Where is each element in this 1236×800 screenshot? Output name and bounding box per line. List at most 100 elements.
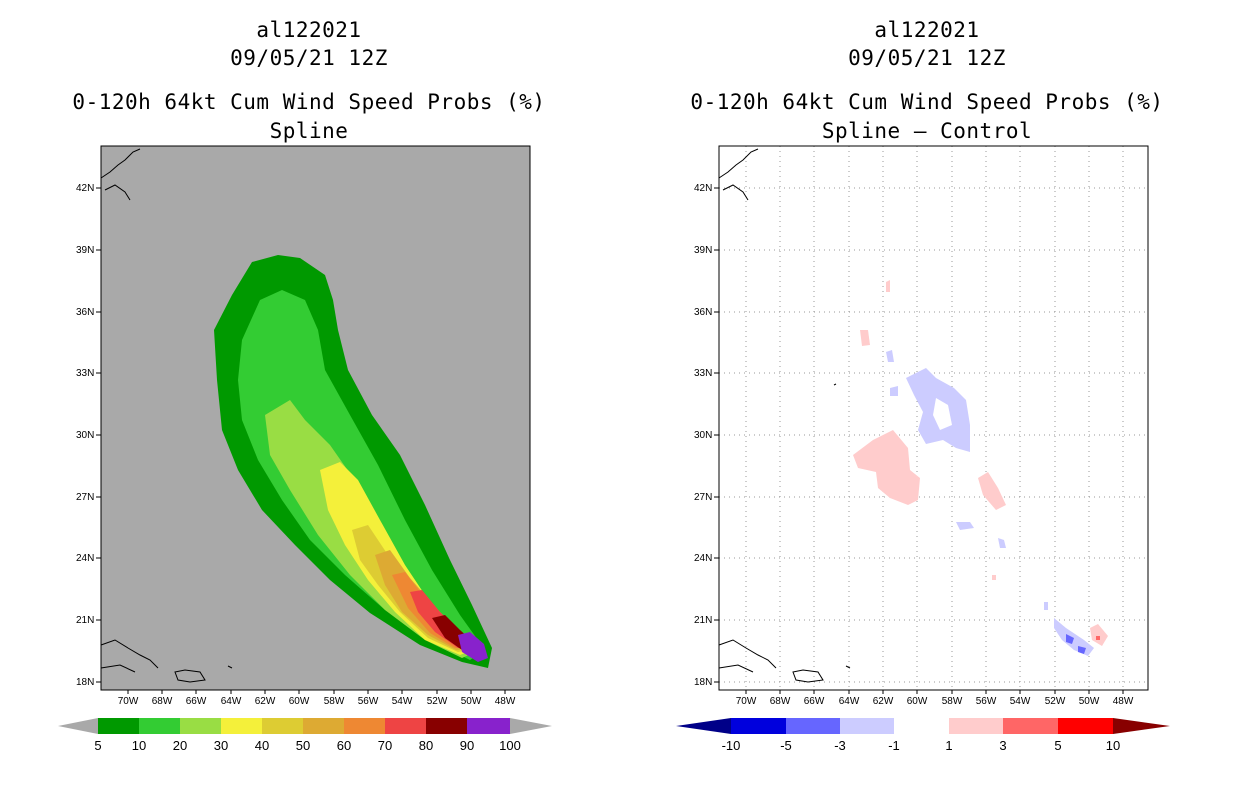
right-map-svg: 18N 21N 24N 27N 30N 33N 36N 39N 42N 70W … [676, 145, 1170, 753]
map-frame [718, 145, 1149, 691]
patch-negative-strong [1078, 646, 1086, 654]
colorbar-label: 30 [214, 738, 228, 753]
colorbar-left: 5 10 20 30 40 50 60 70 80 90 100 [58, 718, 552, 753]
patch-negative [886, 350, 894, 362]
contour-90 [458, 632, 488, 662]
contour-10 [238, 290, 485, 660]
patch-positive [992, 575, 996, 580]
colorbar-swatch [139, 718, 180, 734]
lat-label: 27N [694, 492, 712, 503]
colorbar-swatch [344, 718, 385, 734]
lon-label: 52W [1045, 696, 1066, 707]
lat-label: 42N [694, 183, 712, 194]
colorbar-swatch [180, 718, 221, 734]
lat-label: 30N [76, 430, 94, 441]
lon-label: 64W [839, 696, 860, 707]
lat-label: 21N [694, 615, 712, 626]
lat-ticks [714, 187, 719, 683]
lat-label: 30N [694, 430, 712, 441]
contour-30 [320, 462, 478, 655]
patch-negative [1044, 602, 1048, 610]
product-title: 0-120h 64kt Cum Wind Speed Probs (%) [690, 90, 1164, 114]
lat-label: 21N [76, 615, 94, 626]
lat-label: 18N [694, 677, 712, 688]
colorbar-swatch [385, 718, 426, 734]
lon-label: 54W [392, 696, 413, 707]
colorbar-label: 1 [945, 738, 952, 753]
colorbar-swatch [467, 718, 510, 734]
lon-label: 58W [942, 696, 963, 707]
lon-label: 60W [907, 696, 928, 707]
colorbar-arrow-low [676, 718, 731, 734]
lon-ticks [745, 690, 1124, 694]
lat-labels: 18N 21N 24N 27N 30N 33N 36N 39N 42N [694, 183, 712, 688]
right-panel: al122021 09/05/21 12Z 0-120h 64kt Cum Wi… [618, 0, 1236, 800]
lon-label: 66W [804, 696, 825, 707]
left-map-svg: 18N 21N 24N 27N 30N 33N 36N 39N 42N 70W … [58, 145, 552, 753]
colorbar-swatch [949, 718, 1003, 734]
lat-label: 18N [76, 677, 94, 688]
left-panel: al122021 09/05/21 12Z 0-120h 64kt Cum Wi… [58, 18, 552, 753]
lat-label: 33N [694, 368, 712, 379]
probability-swath [214, 255, 492, 668]
colorbar-swatch [303, 718, 344, 734]
lon-label: 66W [186, 696, 207, 707]
lat-label: 42N [76, 183, 94, 194]
colorbar-swatch [1058, 718, 1113, 734]
lon-ticks [127, 690, 506, 694]
colorbar-label: 70 [378, 738, 392, 753]
lat-ticks [96, 187, 101, 683]
colorbar-swatch [221, 718, 262, 734]
lon-label: 56W [976, 696, 997, 707]
lon-label: 62W [255, 696, 276, 707]
patch-positive [978, 472, 1006, 510]
colorbar-label: 20 [173, 738, 187, 753]
colorbar-swatch [262, 718, 303, 734]
colorbar-swatch [840, 718, 894, 734]
colorbar-label: 5 [94, 738, 101, 753]
colorbar-arrow-low [58, 718, 98, 734]
lat-labels: 18N 21N 24N 27N 30N 33N 36N 39N 42N [76, 183, 94, 688]
lon-labels: 70W 68W 66W 64W 62W 60W 58W 56W 54W 52W … [118, 696, 516, 707]
colorbar-label: 10 [1106, 738, 1120, 753]
colorbar-label: 10 [132, 738, 146, 753]
lon-label: 70W [736, 696, 757, 707]
lon-label: 58W [324, 696, 345, 707]
patch-negative-strong [1066, 634, 1074, 644]
lon-label: 68W [770, 696, 791, 707]
colorbar-swatch [426, 718, 467, 734]
datetime-title: 09/05/21 12Z [848, 46, 1006, 70]
colorbar-right: -10 -5 -3 -1 1 3 5 10 [676, 718, 1170, 753]
lon-label: 54W [1010, 696, 1031, 707]
patch-positive [853, 430, 920, 505]
patch-positive-strong [1096, 636, 1100, 640]
lon-label: 68W [152, 696, 173, 707]
patch-negative [956, 522, 974, 530]
lat-label: 36N [76, 307, 94, 318]
map-frame [100, 145, 531, 691]
colorbar-label: 100 [499, 738, 521, 753]
lat-label: 24N [694, 553, 712, 564]
patch-positive [860, 330, 870, 346]
lon-label: 48W [1113, 696, 1134, 707]
lon-label: 52W [427, 696, 448, 707]
storm-id-title: al122021 [256, 18, 362, 42]
lon-label: 64W [221, 696, 242, 707]
lat-label: 33N [76, 368, 94, 379]
difference-patches [853, 280, 1108, 656]
colorbar-label: 90 [460, 738, 474, 753]
colorbar-label: 40 [255, 738, 269, 753]
lon-label: 48W [495, 696, 516, 707]
lon-label: 50W [1079, 696, 1100, 707]
lon-label: 60W [289, 696, 310, 707]
colorbar-label: -10 [722, 738, 741, 753]
colorbar-swatch [731, 718, 786, 734]
patch-negative [890, 386, 898, 396]
colorbar-arrow-high [510, 718, 552, 734]
colorbar-swatch [98, 718, 139, 734]
coastlines [718, 148, 851, 683]
colorbar-label: 3 [999, 738, 1006, 753]
patch-positive [1090, 624, 1108, 646]
coastlines [100, 148, 233, 683]
lat-label: 39N [76, 245, 94, 256]
